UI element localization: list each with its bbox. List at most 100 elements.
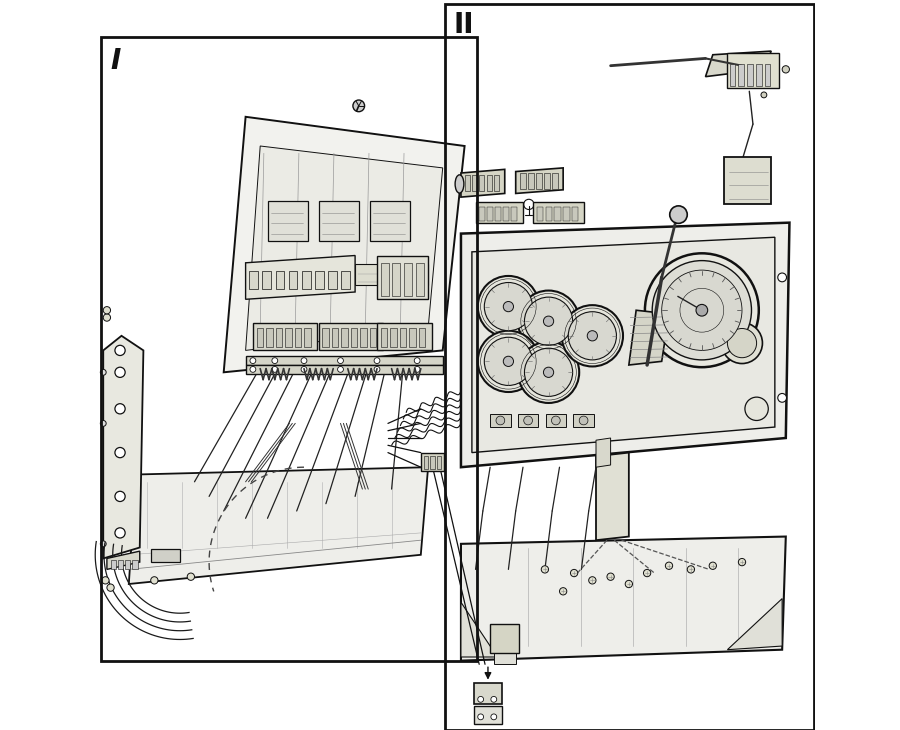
Polygon shape (104, 336, 143, 558)
Polygon shape (246, 146, 443, 350)
Bar (381, 328, 387, 347)
Bar (311, 264, 340, 285)
Circle shape (272, 366, 278, 372)
Circle shape (491, 696, 497, 702)
Circle shape (104, 314, 111, 321)
Bar (747, 64, 753, 86)
Bar (246, 356, 443, 365)
Bar (332, 328, 338, 347)
Circle shape (100, 541, 106, 547)
Bar (479, 175, 484, 191)
Circle shape (115, 491, 125, 502)
Bar (410, 328, 416, 347)
Circle shape (414, 358, 420, 364)
Circle shape (491, 714, 497, 720)
Polygon shape (596, 438, 610, 467)
Circle shape (670, 206, 688, 223)
Circle shape (302, 358, 307, 364)
Circle shape (778, 273, 787, 282)
Circle shape (250, 366, 256, 372)
Circle shape (524, 199, 534, 210)
Circle shape (524, 416, 533, 425)
Circle shape (544, 316, 554, 326)
Circle shape (587, 331, 598, 341)
Bar (472, 175, 477, 191)
Bar (416, 263, 424, 296)
Bar (267, 264, 297, 285)
Bar (553, 173, 558, 189)
Circle shape (250, 358, 256, 364)
Bar (554, 207, 561, 221)
Bar (101, 36, 477, 661)
Bar (322, 328, 328, 347)
Bar (256, 328, 263, 347)
Polygon shape (727, 599, 782, 650)
Circle shape (302, 366, 307, 372)
Bar (304, 328, 310, 347)
Bar (421, 453, 445, 471)
Circle shape (115, 367, 125, 377)
Bar (479, 207, 485, 221)
Bar (275, 328, 282, 347)
Bar (545, 207, 553, 221)
Bar (424, 456, 428, 469)
Bar (730, 64, 735, 86)
Circle shape (353, 100, 364, 112)
Circle shape (503, 301, 514, 312)
Bar (727, 53, 778, 88)
Bar (328, 271, 337, 289)
Bar (487, 175, 491, 191)
Polygon shape (629, 310, 669, 365)
Bar (494, 653, 516, 664)
Circle shape (484, 337, 533, 385)
Bar (289, 271, 297, 289)
Bar (392, 263, 400, 296)
Circle shape (150, 577, 158, 584)
Circle shape (745, 397, 769, 420)
Circle shape (525, 297, 572, 345)
Bar (275, 271, 284, 289)
Circle shape (738, 558, 745, 566)
Polygon shape (516, 168, 563, 193)
Circle shape (645, 253, 759, 367)
Bar (400, 328, 406, 347)
Polygon shape (461, 602, 498, 657)
Bar (572, 207, 579, 221)
Circle shape (374, 358, 380, 364)
Circle shape (665, 562, 672, 569)
Polygon shape (224, 117, 464, 372)
Circle shape (652, 261, 752, 360)
Circle shape (478, 714, 483, 720)
Bar (436, 456, 441, 469)
Circle shape (115, 404, 125, 414)
Bar (528, 173, 534, 189)
Bar (246, 365, 443, 374)
Bar (404, 263, 412, 296)
Bar (756, 64, 761, 86)
Circle shape (478, 696, 483, 702)
Bar (545, 414, 566, 427)
Bar (724, 157, 771, 204)
Bar (418, 328, 425, 347)
Circle shape (115, 345, 125, 356)
Polygon shape (461, 223, 789, 467)
Bar (249, 271, 258, 289)
Circle shape (518, 342, 580, 403)
Circle shape (626, 580, 633, 588)
Circle shape (115, 528, 125, 538)
Bar (390, 328, 397, 347)
Bar (491, 624, 519, 653)
Bar (430, 456, 435, 469)
Bar (356, 264, 384, 285)
Bar (315, 271, 324, 289)
Bar (445, 4, 814, 730)
Circle shape (115, 447, 125, 458)
Bar (544, 173, 550, 189)
Bar (494, 175, 499, 191)
Bar (360, 328, 367, 347)
Bar (341, 328, 347, 347)
Bar (399, 264, 428, 285)
Bar (266, 328, 273, 347)
Bar (520, 173, 526, 189)
Bar (370, 201, 410, 241)
